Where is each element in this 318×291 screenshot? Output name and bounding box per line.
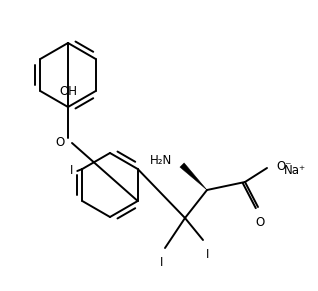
Text: O: O xyxy=(55,136,65,150)
Text: O⁻: O⁻ xyxy=(276,159,292,173)
Text: H₂N: H₂N xyxy=(150,155,172,168)
Text: I: I xyxy=(70,164,73,178)
Text: I: I xyxy=(206,248,210,261)
Text: OH: OH xyxy=(59,85,77,98)
Text: O: O xyxy=(255,216,265,229)
Polygon shape xyxy=(180,163,207,190)
Text: I: I xyxy=(160,256,164,269)
Text: Na⁺: Na⁺ xyxy=(284,164,306,177)
